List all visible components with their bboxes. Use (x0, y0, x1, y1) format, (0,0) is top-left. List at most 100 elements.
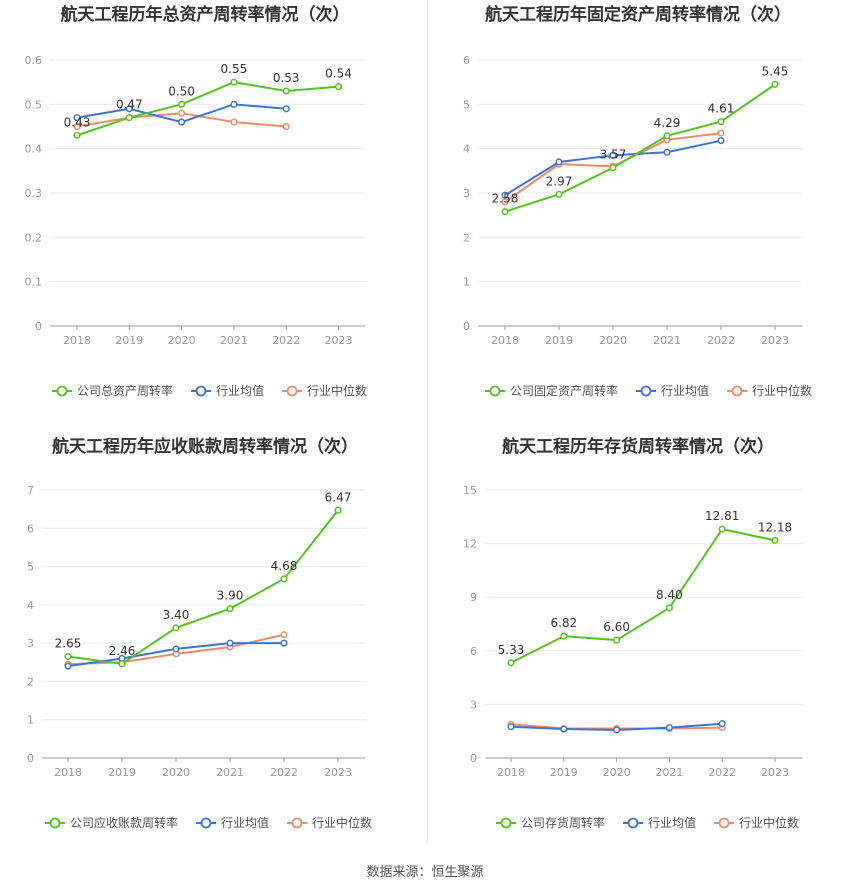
data-label: 5.33 (498, 643, 525, 657)
x-tick-label: 2023 (324, 766, 352, 779)
y-tick-label: 0 (470, 752, 477, 765)
legend-item[interactable]: 行业均值 (623, 815, 696, 830)
data-point (334, 506, 342, 514)
data-point (282, 105, 290, 113)
y-tick-label: 9 (470, 591, 477, 604)
legend-item[interactable]: 行业均值 (191, 383, 264, 398)
data-label: 6.82 (550, 616, 577, 630)
data-point (280, 631, 288, 639)
data-point (172, 645, 180, 653)
chart-panel-1: 航天工程历年总资产周转率情况（次） 0 0.1 0.2 0.3 0.4 0.5 0.6 2018… (25, 4, 368, 398)
legend-circle-marker (286, 385, 298, 397)
x-tick-label: 2021 (216, 766, 244, 779)
data-point (717, 129, 725, 137)
data-point (609, 151, 617, 159)
legend-item[interactable]: 行业中位数 (727, 383, 812, 398)
data-label: 2.65 (55, 637, 82, 651)
series-line-company (76, 81, 339, 137)
data-point (771, 80, 779, 88)
x-tick-label: 2020 (599, 334, 627, 347)
legend-item[interactable]: 公司总资产周转率 (52, 383, 173, 398)
legend-label: 公司固定资产周转率 (510, 383, 618, 398)
data-point (718, 720, 726, 728)
data-label: 0.43 (64, 115, 91, 129)
y-tick-label: 5 (27, 561, 34, 574)
data-point (717, 137, 725, 145)
data-point (73, 122, 81, 131)
data-point (73, 131, 81, 139)
data-point (718, 525, 726, 533)
legend-item[interactable]: 公司应收账款周转率 (45, 815, 178, 830)
data-point (178, 118, 186, 126)
data-point (501, 191, 509, 199)
data-label: 4.61 (708, 102, 735, 116)
x-tick-label: 2021 (220, 334, 248, 347)
data-label: 6.47 (325, 490, 352, 504)
x-tick-label: 2022 (708, 766, 736, 779)
data-point (282, 87, 290, 95)
data-point (230, 118, 238, 126)
chart-panel-4: 航天工程历年存货周转率情况（次） 0 3 6 9 12 15 2018 2019 2020 2021… (463, 436, 803, 830)
y-tick-label: 2 (27, 675, 34, 688)
legend-label: 行业中位数 (752, 383, 812, 398)
data-point (501, 198, 509, 206)
y-tick-label: 12 (463, 538, 477, 551)
legend-item[interactable]: 行业中位数 (282, 383, 367, 398)
legend-circle-marker (291, 817, 303, 829)
legend-item[interactable]: 行业中位数 (287, 815, 372, 830)
x-tick-label: 2021 (655, 766, 683, 779)
data-label: 5.45 (762, 64, 789, 78)
data-point (507, 659, 515, 667)
data-point (280, 639, 288, 647)
y-tick-label: 15 (463, 484, 477, 497)
y-tick-label: 6 (27, 522, 34, 535)
x-tick-label: 2023 (761, 334, 789, 347)
x-tick-label: 2020 (168, 334, 196, 347)
horizontal-divider (0, 425, 850, 426)
data-label: 2.46 (109, 644, 136, 658)
legend-circle-marker (49, 817, 61, 829)
chart-panel-3: 航天工程历年应收账款周转率情况（次） 0 1 2 3 4 5 6 7 2018 2019 2020 20… (27, 436, 372, 830)
data-point (282, 122, 290, 131)
data-label: 3.90 (217, 589, 244, 603)
data-point (64, 652, 72, 661)
legend-label: 公司总资产周转率 (77, 383, 173, 398)
data-point (118, 660, 126, 668)
data-label: 0.47 (116, 98, 143, 112)
source-footer: 数据来源：恒生聚源 (366, 865, 483, 880)
legend-label: 行业中位数 (312, 815, 372, 830)
y-tick-label: 0.6 (25, 54, 43, 67)
data-label: 2.97 (546, 174, 573, 188)
data-point (125, 105, 133, 113)
legend-item[interactable]: 行业均值 (636, 383, 709, 398)
y-tick-label: 0 (27, 752, 34, 765)
legend-label: 行业中位数 (307, 383, 367, 398)
data-label: 3.40 (163, 608, 190, 622)
legend-item[interactable]: 公司固定资产周转率 (485, 383, 618, 398)
legend-circle-marker (640, 385, 652, 397)
data-label: 0.55 (221, 62, 248, 76)
data-point (73, 114, 81, 122)
x-tick-label: 2018 (63, 334, 91, 347)
data-label: 6.60 (603, 620, 630, 634)
data-point (613, 636, 621, 644)
x-tick-label: 2021 (653, 334, 681, 347)
data-point (64, 662, 72, 670)
legend-label: 行业均值 (648, 815, 696, 830)
data-label: 0.54 (325, 67, 352, 81)
x-tick-label: 2018 (54, 766, 82, 779)
x-tick-label: 2020 (603, 766, 631, 779)
data-label: 3.57 (600, 148, 627, 162)
data-label: 4.29 (654, 116, 681, 130)
data-label: 0.53 (273, 71, 300, 85)
data-point (771, 536, 779, 544)
data-label: 12.18 (758, 520, 792, 534)
legend-item[interactable]: 行业均值 (196, 815, 269, 830)
y-tick-label: 4 (463, 143, 470, 156)
legend-item[interactable]: 公司存货周转率 (496, 815, 605, 830)
legend-circle-marker (731, 385, 743, 397)
x-tick-label: 2019 (550, 766, 578, 779)
series-line-company (67, 509, 339, 665)
legend-item[interactable]: 行业中位数 (714, 815, 799, 830)
